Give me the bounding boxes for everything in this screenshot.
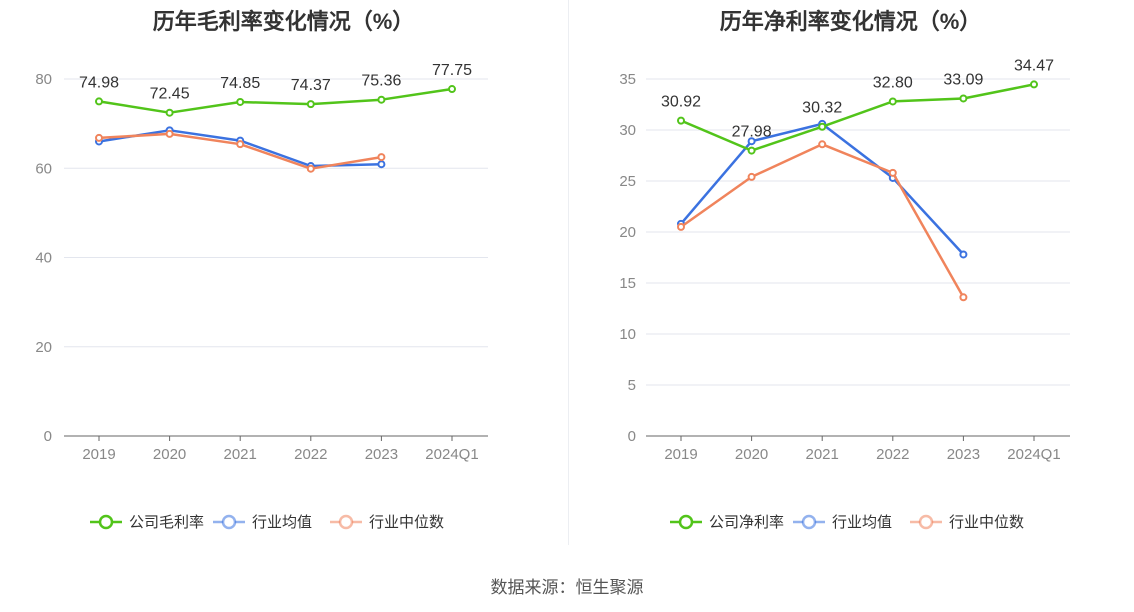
x-tick-label: 2020: [735, 446, 768, 463]
data-point-company: [165, 108, 174, 117]
data-point-avg: [377, 160, 386, 169]
data-point-company: [677, 116, 685, 125]
legend-marker-median: [338, 514, 354, 530]
data-point-company: [1030, 80, 1038, 89]
data-point-company: [95, 97, 103, 106]
y-tick-label: 20: [35, 339, 52, 356]
y-tick-label: 40: [35, 250, 52, 267]
data-point-median: [236, 140, 245, 149]
data-point-median: [818, 140, 827, 149]
legend-label-avg: 行业均值: [252, 514, 312, 531]
data-label: 74.98: [79, 74, 119, 91]
data-label: 75.36: [361, 73, 401, 90]
y-tick-label: 20: [619, 224, 636, 241]
data-label: 74.85: [220, 75, 260, 92]
data-point-company: [448, 85, 456, 94]
data-point-company: [377, 95, 386, 104]
data-point-median: [677, 222, 685, 231]
net-margin-chart-panel: 历年净利率变化情况（%） 0 5 10 15 20 25 30 35 2019 2020 2021 2…: [567, 0, 1134, 560]
x-tick-label: 2023: [365, 446, 398, 463]
legend-marker-avg: [221, 514, 237, 530]
series-line-median: [680, 143, 965, 298]
series-line-company: [98, 87, 453, 114]
data-point-median: [747, 172, 756, 181]
panel-divider: [568, 0, 569, 545]
x-tick-label: 2024Q1: [1007, 446, 1060, 463]
chart-title: 历年毛利率变化情况（%）: [152, 9, 415, 34]
data-label: 72.45: [150, 86, 190, 103]
data-label: 27.98: [732, 124, 772, 141]
x-tick-label: 2023: [947, 446, 980, 463]
data-point-company: [888, 97, 897, 106]
x-tick-label: 2021: [806, 446, 839, 463]
data-point-company: [959, 94, 968, 103]
legend-marker-median: [918, 514, 934, 530]
x-tick-label: 2022: [294, 446, 327, 463]
data-point-avg: [959, 250, 968, 259]
legend-label-median: 行业中位数: [369, 514, 444, 531]
data-label: 30.92: [661, 94, 701, 111]
data-label: 33.09: [943, 71, 983, 88]
y-tick-label: 35: [619, 71, 636, 88]
data-point-median: [306, 164, 315, 173]
y-tick-label: 80: [35, 71, 52, 88]
data-point-company: [747, 146, 756, 155]
x-tick-label: 2021: [224, 446, 257, 463]
y-tick-label: 5: [628, 377, 636, 394]
legend-marker-company: [98, 514, 114, 530]
chart-title: 历年净利率变化情况（%）: [719, 9, 982, 34]
data-point-median: [165, 129, 174, 138]
gross-margin-chart: 0 20 40 60 80 2019 2020 2021 2022 2023 2024Q1 74.98…: [35, 62, 488, 531]
legend-label-avg: 行业均值: [832, 514, 892, 531]
data-label: 30.32: [802, 100, 842, 117]
net-margin-chart: 0 5 10 15 20 25 30 35 2019 2020 2021 2022 2023 2024Q1…: [619, 57, 1070, 531]
gross-margin-chart-panel: 历年毛利率变化情况（%） 0 20 40 60 80 2019 2020 2021 2022 20…: [0, 0, 567, 560]
legend-marker-avg: [801, 514, 817, 530]
data-label: 32.80: [873, 74, 913, 91]
y-tick-label: 60: [35, 160, 52, 177]
legend-label-company: 公司净利率: [709, 514, 784, 531]
data-point-median: [888, 168, 897, 177]
data-label: 77.75: [432, 62, 472, 79]
data-label: 74.37: [291, 77, 331, 94]
data-point-company: [306, 100, 315, 109]
data-point-avg: [747, 137, 756, 146]
data-point-median: [95, 133, 103, 142]
data-point-median: [377, 153, 386, 162]
y-tick-label: 15: [619, 275, 636, 292]
y-tick-label: 25: [619, 173, 636, 190]
x-tick-label: 2019: [82, 446, 115, 463]
x-tick-label: 2024Q1: [425, 446, 478, 463]
data-point-company: [236, 97, 245, 106]
legend-label-company: 公司毛利率: [129, 514, 204, 531]
data-source-note: 数据来源：恒生聚源: [490, 578, 644, 597]
x-tick-label: 2022: [876, 446, 909, 463]
x-tick-label: 2020: [153, 446, 186, 463]
series-line-company: [680, 83, 1035, 152]
y-tick-label: 10: [619, 326, 636, 343]
x-tick-label: 2019: [664, 446, 697, 463]
data-point-company: [818, 122, 827, 131]
data-point-median: [959, 293, 968, 302]
legend-label-median: 行业中位数: [949, 514, 1024, 531]
y-tick-label: 0: [628, 428, 636, 445]
y-tick-label: 0: [44, 428, 52, 445]
y-tick-label: 30: [619, 122, 636, 139]
legend-marker-company: [678, 514, 694, 530]
data-label: 34.47: [1014, 57, 1054, 74]
